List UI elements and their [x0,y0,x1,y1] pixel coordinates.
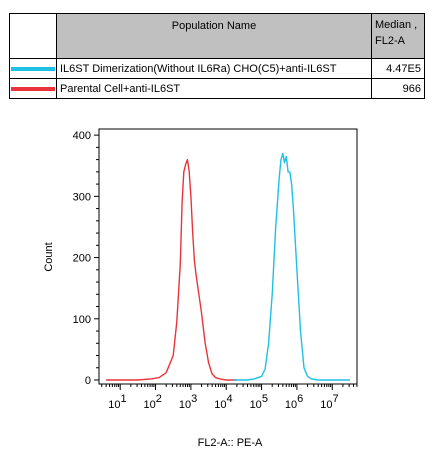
legend-table: Population Name Median , FL2-A IL6ST Dim… [9,13,425,99]
y-tick-label: 100 [73,314,91,326]
y-axis-label: Count [43,242,55,271]
legend-header-swatch-cell [9,13,57,59]
legend-row-median: 4.47E5 [371,58,425,79]
y-tick-label: 0 [85,375,91,387]
x-tick-label: 102 [144,393,162,411]
legend-row-name: Parental Cell+anti-IL6ST [56,78,372,99]
y-tick-label: 400 [73,130,91,142]
x-tick-label: 105 [250,393,268,411]
x-axis-label: FL2-A:: PE-A [198,437,263,449]
x-tick-label: 107 [320,393,338,411]
x-tick-label: 103 [179,393,197,411]
legend-header-median: Median , FL2-A [371,13,425,59]
legend-swatch-cyan [11,66,55,71]
x-tick-label: 104 [214,393,232,411]
x-axis: 101 102 103 104 105 106 107 [101,384,358,411]
y-axis: 0 100 200 300 400 [73,130,99,387]
plot-frame [98,128,358,385]
y-tick-label: 200 [73,253,91,265]
series-line-dimerization [233,152,350,381]
legend-row: IL6ST Dimerization(Without IL6Ra) CHO(C5… [9,58,425,79]
series-line-parental [106,158,237,381]
legend-row-median: 966 [371,78,425,99]
y-tick-label: 300 [73,191,91,203]
x-tick-label: 106 [285,393,303,411]
legend-swatch-red [11,86,55,91]
series-layer [106,152,350,381]
x-tick-label: 101 [108,393,126,411]
legend-row-name: IL6ST Dimerization(Without IL6Ra) CHO(C5… [56,58,372,79]
legend-row: Parental Cell+anti-IL6ST 966 [9,78,425,99]
